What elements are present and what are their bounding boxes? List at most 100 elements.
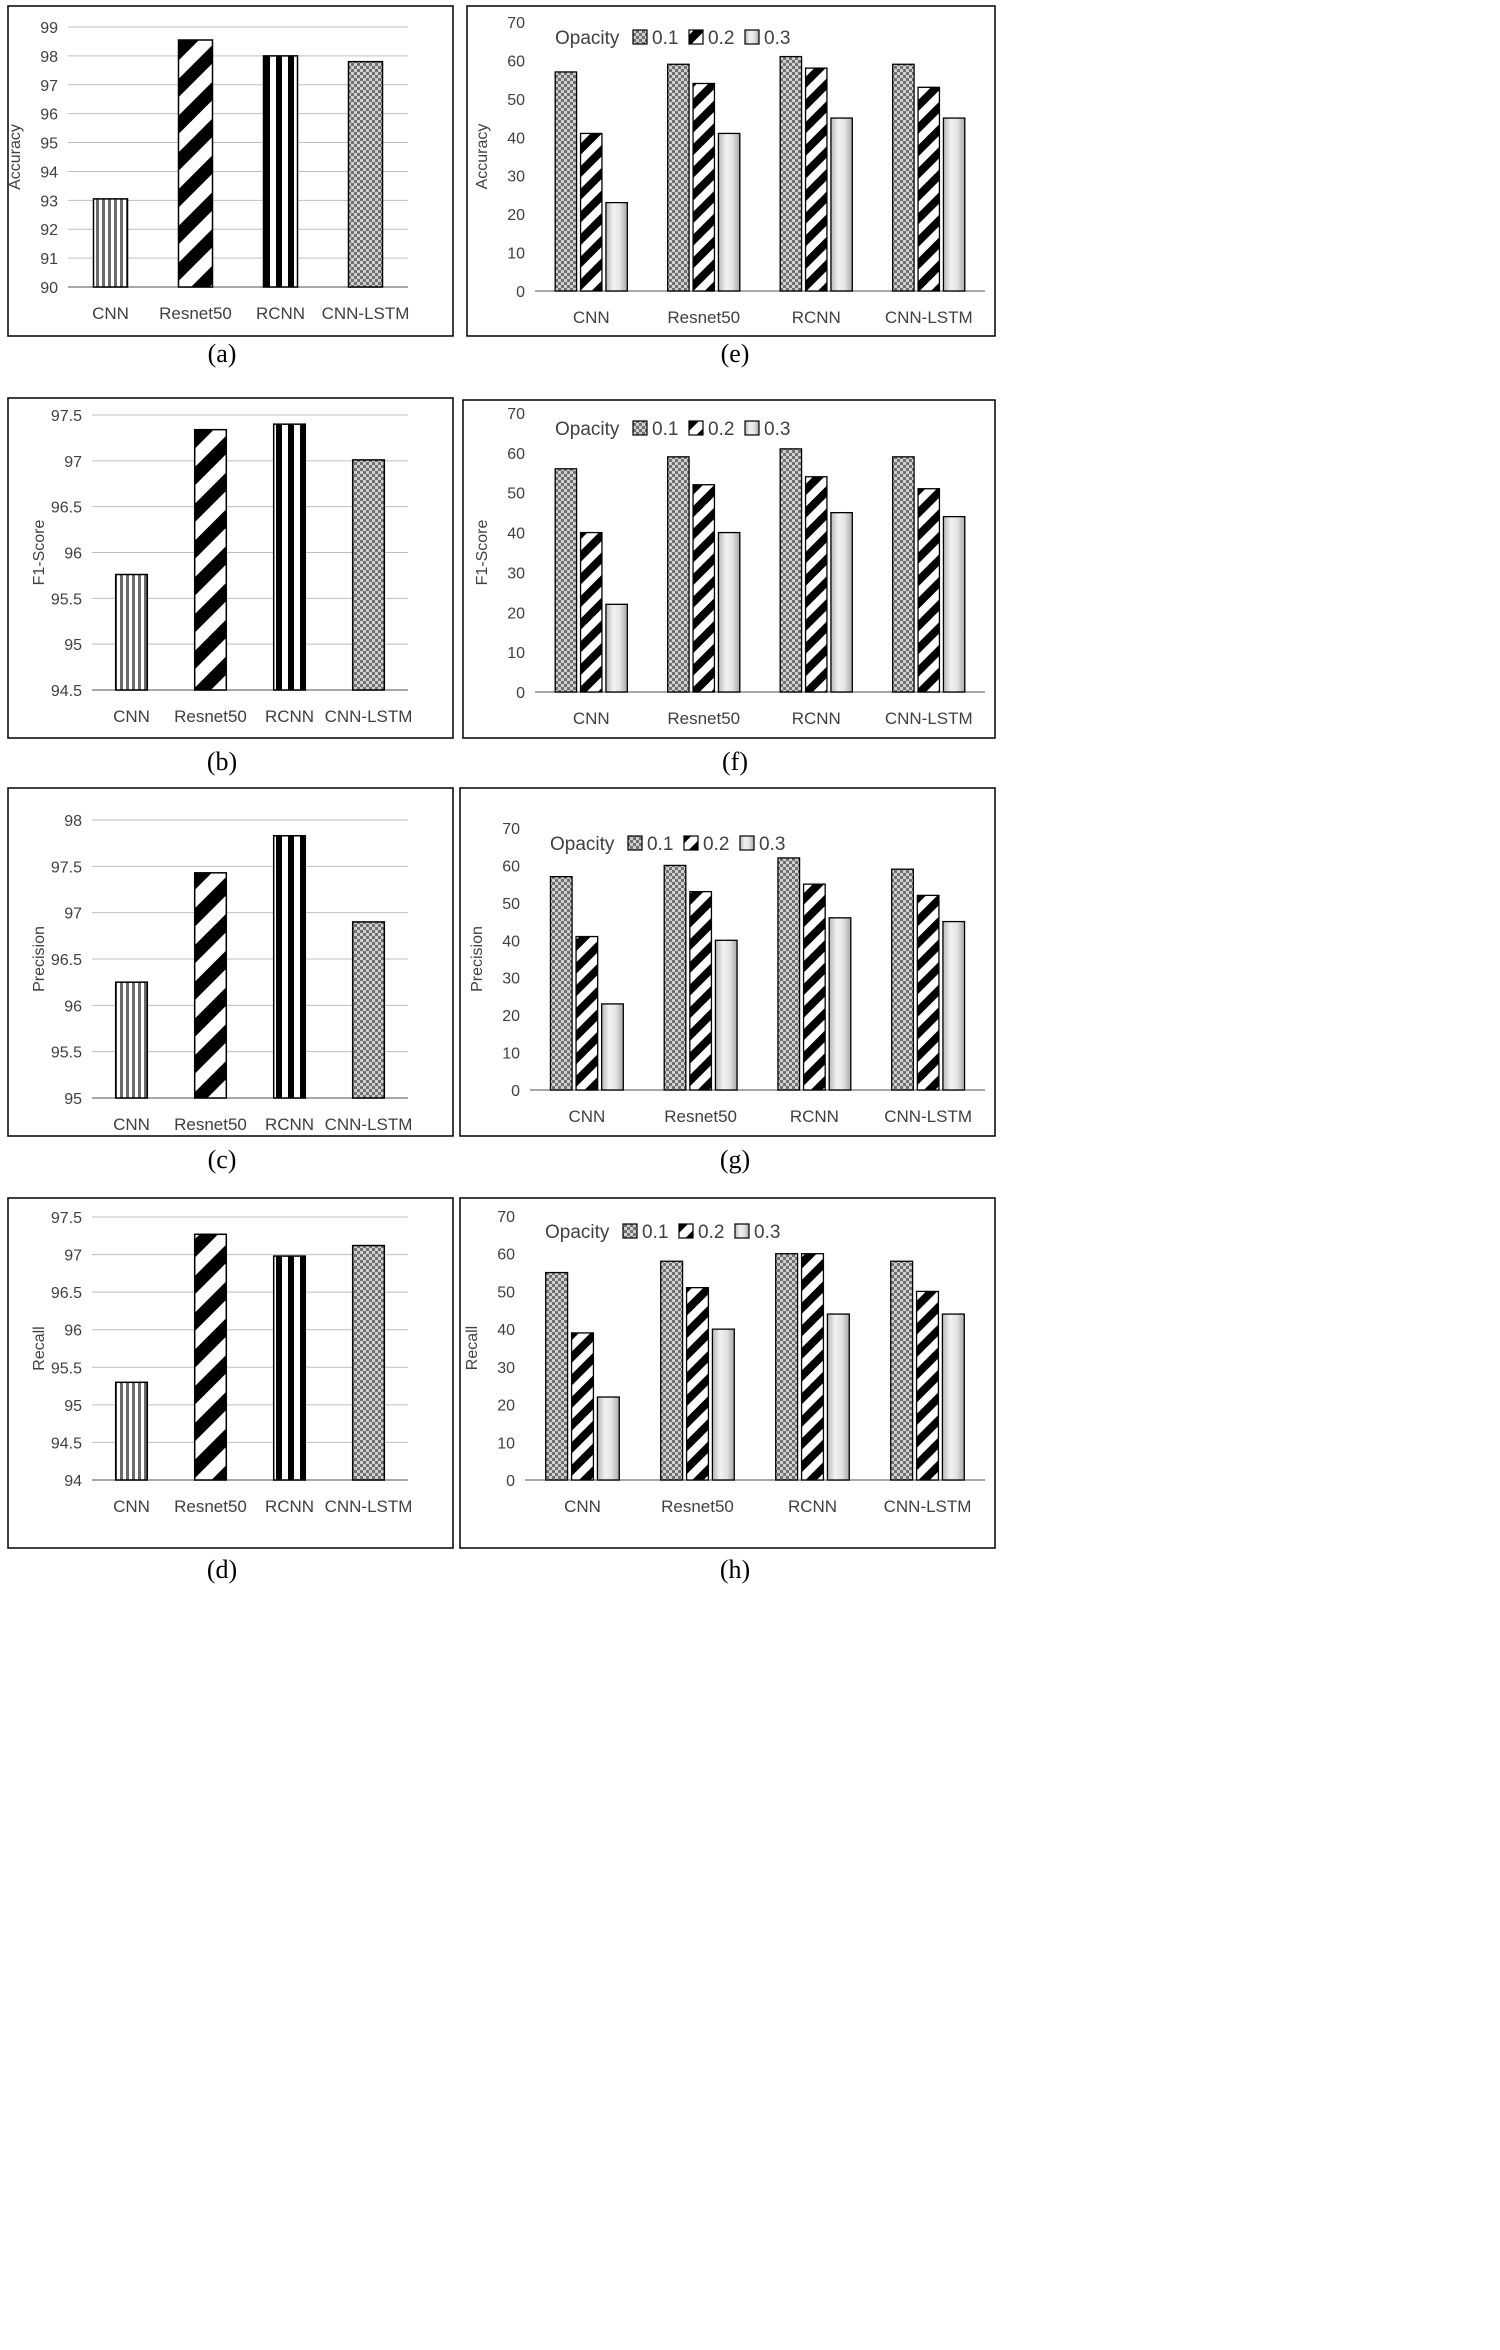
bar-resnet50 — [177, 39, 214, 288]
bar-cnn-opacity-0.2 — [579, 531, 603, 693]
bar-resnet50-opacity-0.2 — [692, 82, 716, 292]
legend-label: 0.2 — [698, 1222, 724, 1243]
chart-panel-c: 95 95.5 96 96.5 97 97.5 98 Precision CNN Resnet50… — [7, 787, 454, 1174]
chart-panel-h: 0 10 20 30 40 50 60 70 Recall Opacity 0.1 0.2 0.3 CNN… — [459, 1197, 996, 1584]
y-tick-label: 96 — [64, 998, 82, 1015]
bar-rcnn — [272, 1255, 307, 1481]
legend-swatch-0.2 — [688, 420, 704, 436]
chart-panel-a: 90 91 92 93 94 95 96 97 98 99 Accuracy CNN Resnet50 R… — [7, 5, 454, 368]
legend-label: 0.1 — [647, 834, 673, 855]
bar-rcnn-opacity-0.1 — [777, 857, 801, 1091]
bar-cnn-opacity-0.2 — [579, 132, 603, 292]
bar-cnn-opacity-0.1 — [549, 876, 573, 1091]
y-tick-label: 70 — [507, 15, 525, 32]
x-category-label: Resnet50 — [661, 1497, 734, 1516]
legend-swatch-0.1 — [632, 420, 648, 436]
bar-cnn-lstm-opacity-0.1 — [890, 1260, 914, 1481]
x-category-label: RCNN — [256, 304, 305, 323]
legend-title: Opacity — [550, 834, 615, 855]
bar-cnn-opacity-0.1 — [554, 468, 578, 693]
bar-resnet50-opacity-0.3 — [711, 1328, 735, 1481]
legend-title: Opacity — [555, 419, 620, 440]
legend-swatch-0.3 — [744, 420, 760, 436]
y-tick-label: 40 — [502, 933, 520, 950]
y-tick-label: 97 — [40, 78, 58, 95]
x-category-label: CNN-LSTM — [885, 709, 973, 728]
chart-panel-d: 94 94.5 95 95.5 96 96.5 97 97.5 Recall CNN Resnet5… — [7, 1197, 454, 1584]
y-tick-label: 97 — [64, 906, 82, 923]
y-tick-label: 99 — [40, 20, 58, 37]
x-category-label: RCNN — [792, 709, 841, 728]
y-tick-label: 95.5 — [51, 591, 82, 608]
y-tick-label: 40 — [497, 1322, 515, 1339]
bar-resnet50 — [193, 1233, 228, 1481]
y-tick-label: 10 — [507, 645, 525, 662]
chart-panel-e: 0 10 20 30 40 50 60 70 Accuracy Opacity 0.1 0.2 0.3 C… — [466, 5, 996, 368]
bar-cnn-lstm-opacity-0.2 — [915, 1290, 940, 1481]
y-tick-label: 10 — [507, 246, 525, 263]
legend-swatch-0.2 — [688, 29, 704, 45]
bar-rcnn-opacity-0.1 — [779, 55, 803, 292]
x-category-label: Resnet50 — [174, 1115, 247, 1134]
legend-label: 0.3 — [764, 419, 790, 440]
x-category-label: Resnet50 — [667, 709, 740, 728]
legend-swatch-0.2 — [683, 835, 699, 851]
bar-resnet50 — [193, 428, 228, 691]
y-tick-label: 95 — [64, 1398, 82, 1415]
y-tick-label: 94 — [40, 164, 58, 181]
y-tick-label: 92 — [40, 222, 58, 239]
bar-cnn-opacity-0.3 — [605, 201, 628, 292]
y-tick-label: 98 — [64, 813, 82, 830]
legend-label: 0.2 — [708, 419, 734, 440]
bar-cnn-lstm-opacity-0.1 — [892, 456, 915, 693]
x-category-label: Resnet50 — [667, 308, 740, 327]
bar-rcnn-opacity-0.1 — [775, 1253, 799, 1481]
y-tick-label: 40 — [507, 526, 525, 543]
bar-rcnn-opacity-0.2 — [802, 883, 826, 1091]
y-tick-label: 20 — [497, 1398, 515, 1415]
legend-swatch-0.1 — [622, 1223, 638, 1239]
x-category-label: RCNN — [788, 1497, 837, 1516]
bar-rcnn-opacity-0.3 — [826, 1313, 850, 1481]
chart-panel-f: 0 10 20 30 40 50 60 70 F1-Score Opacity 0.1 0.2 0.3 C… — [462, 399, 996, 776]
bar-resnet50-opacity-0.3 — [717, 132, 741, 292]
bar-resnet50-opacity-0.2 — [685, 1287, 710, 1481]
x-category-label: Resnet50 — [664, 1107, 737, 1126]
x-category-label: CNN-LSTM — [322, 304, 410, 323]
legend-label: 0.1 — [652, 28, 678, 49]
legend-label: 0.3 — [764, 28, 790, 49]
y-tick-label: 95.5 — [51, 1045, 82, 1062]
x-category-label: CNN-LSTM — [884, 1107, 972, 1126]
x-category-label: RCNN — [790, 1107, 839, 1126]
bar-resnet50-opacity-0.2 — [692, 484, 716, 693]
y-tick-label: 20 — [507, 207, 525, 224]
x-category-label: CNN — [113, 707, 150, 726]
x-category-label: CNN — [573, 308, 610, 327]
y-tick-label: 20 — [507, 605, 525, 622]
x-category-label: CNN — [568, 1107, 605, 1126]
y-tick-label: 96.5 — [51, 500, 82, 517]
bar-cnn-lstm-opacity-0.1 — [892, 63, 915, 292]
y-tick-label: 95.5 — [51, 1360, 82, 1377]
x-category-label: RCNN — [265, 1497, 314, 1516]
y-tick-label: 96 — [64, 1323, 82, 1340]
bar-rcnn-opacity-0.3 — [830, 511, 853, 693]
chart-panel-b: 94.5 95 95.5 96 96.5 97 97.5 F1-Score CNN Resnet5… — [7, 397, 454, 776]
bar-resnet50-opacity-0.1 — [660, 1260, 684, 1481]
y-tick-label: 93 — [40, 193, 58, 210]
legend-label: 0.3 — [754, 1222, 780, 1243]
bar-cnn-opacity-0.1 — [554, 71, 578, 292]
bar-resnet50-opacity-0.1 — [667, 456, 690, 693]
y-tick-label: 95 — [40, 136, 58, 153]
y-tick-label: 30 — [502, 971, 520, 988]
panel-caption: (a) — [208, 339, 237, 368]
x-category-label: CNN-LSTM — [325, 707, 413, 726]
x-category-label: Resnet50 — [174, 707, 247, 726]
bar-resnet50 — [193, 872, 228, 1099]
y-axis-label: Accuracy — [474, 124, 491, 190]
y-tick-label: 96 — [40, 107, 58, 124]
bar-resnet50-opacity-0.1 — [667, 63, 690, 292]
bar-cnn-opacity-0.3 — [605, 603, 628, 693]
y-tick-label: 70 — [497, 1209, 515, 1226]
